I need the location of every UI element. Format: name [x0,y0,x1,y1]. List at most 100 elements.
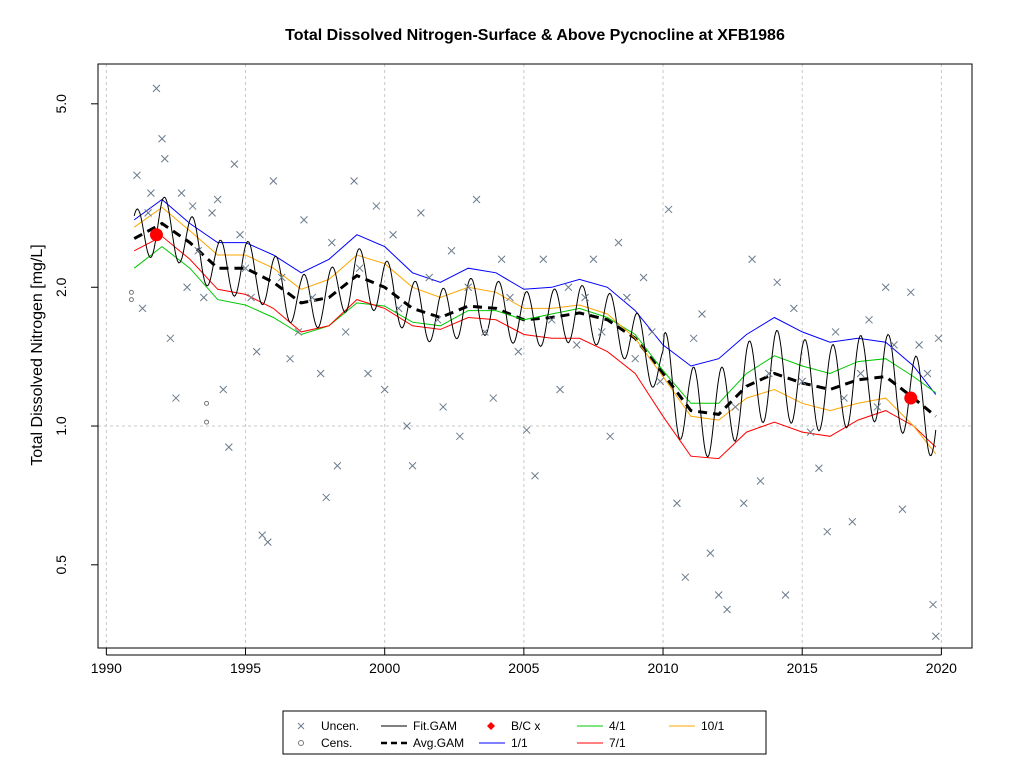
uncensored-point-stroke [915,341,923,349]
x-tick-label: 1995 [230,660,261,676]
uncensored-point [873,403,882,411]
uncensored-point [241,264,250,273]
uncensored-point [764,369,773,378]
uncensored-point [823,527,832,536]
uncensored-point-stroke [931,632,940,641]
uncensored-point [333,461,342,470]
uncensored-point-stroke [286,354,294,363]
legend-label: 7/1 [609,736,626,750]
uncensored-point-stroke [199,293,208,302]
uncensored-point [798,377,807,386]
uncensored-point [481,328,489,336]
uncensored-point [698,310,706,318]
uncensored-point [572,341,581,349]
uncensored-point-stroke [160,154,169,163]
uncensored-point [714,591,723,599]
uncensored-point-stroke [408,461,417,470]
uncensored-point-stroke [840,394,848,402]
x-tick-label: 2015 [787,660,818,676]
uncensored-point [606,432,615,441]
uncensored-point [706,549,715,557]
uncensored-point-stroke [355,264,364,273]
uncensored-point-stroke [219,385,228,394]
uncensored-point-stroke [622,293,631,302]
uncensored-point [756,477,765,485]
uncensored-point-stroke [929,600,937,609]
x-tick-label: 1990 [91,660,122,676]
y-tick-label: 2.0 [53,277,69,297]
uncensored-point [648,328,656,336]
uncensored-point [277,273,286,282]
series-line-10-1 [133,206,937,455]
uncensored-point-stroke [798,377,807,386]
uncensored-point-stroke [177,189,186,198]
uncensored-point [664,205,673,214]
uncensored-point [286,354,294,363]
uncensored-point [408,461,417,470]
legend-item-avg-gam: Avg.GAM [381,736,464,750]
x-tick-label: 2010 [647,660,678,676]
uncensored-point-stroke [158,134,166,143]
uncensored-point-stroke [564,283,573,292]
uncensored-point [219,385,228,394]
uncensored-point [656,377,665,386]
uncensored-point [183,283,191,292]
uncensored-point [380,385,389,394]
uncensored-point [308,293,317,302]
uncensored-point-stroke [906,288,915,297]
legend-marker [298,740,304,746]
uncensored-point [547,315,556,324]
uncensored-point [133,171,141,180]
uncensored-point-stroke [831,328,840,336]
censored-point [128,297,134,303]
uncensored-point [564,283,573,292]
uncensored-point [689,334,698,343]
uncensored-point-stroke [689,334,698,343]
uncensored-point-stroke [597,328,606,336]
uncensored-point [840,394,848,402]
uncensored-point [739,499,748,508]
uncensored-point [906,288,915,297]
uncensored-point-stroke [606,432,615,441]
uncensored-point [489,394,498,402]
uncensored-point-stroke [589,255,598,264]
uncensored-point-stroke [639,273,648,282]
uncensored-point-stroke [881,283,890,292]
legend-item-10-1: 10/1 [669,719,725,733]
uncensored-point [394,304,403,313]
legend-box [282,710,767,755]
legend-marker [487,722,495,730]
legend-label: Fit.GAM [413,719,457,733]
uncensored-point [865,315,873,324]
grid-lines [98,64,972,648]
plot-area [128,84,943,641]
uncensored-point [341,328,350,336]
uncensored-point [790,304,798,313]
legend-label: 10/1 [701,719,725,733]
uncensored-point-stroke [188,202,197,210]
bc-point [149,228,163,242]
uncensored-point-stroke [194,246,203,255]
uncensored-point-stroke [350,177,358,185]
uncensored-point [806,428,815,436]
uncensored-point [622,293,631,302]
uncensored-point-stroke [403,422,411,430]
uncensored-point-stroke [277,273,286,282]
uncensored-point-stroke [648,328,656,336]
uncensored-point-stroke [572,341,581,349]
uncensored-point-stroke [723,605,731,614]
axes: 1990 1995 2000 2005 2010 2015 2020 0.5 1.0 2.0 5.0 [53,63,973,676]
uncensored-point [934,334,943,343]
legend-marker [297,722,305,730]
uncensored-point-stroke [327,238,336,247]
uncensored-point [263,538,272,546]
uncensored-point [472,195,481,204]
censored-point [204,400,210,406]
uncensored-point-stroke [781,591,790,599]
y-axis-label: Total Dissolved Nitrogen [mg/L] [29,244,46,465]
bc-point [904,391,918,405]
uncensored-point-stroke [756,477,765,485]
series-line-fit-gam [133,196,937,458]
uncensored-point-stroke [815,464,823,473]
uncensored-point [589,255,598,264]
